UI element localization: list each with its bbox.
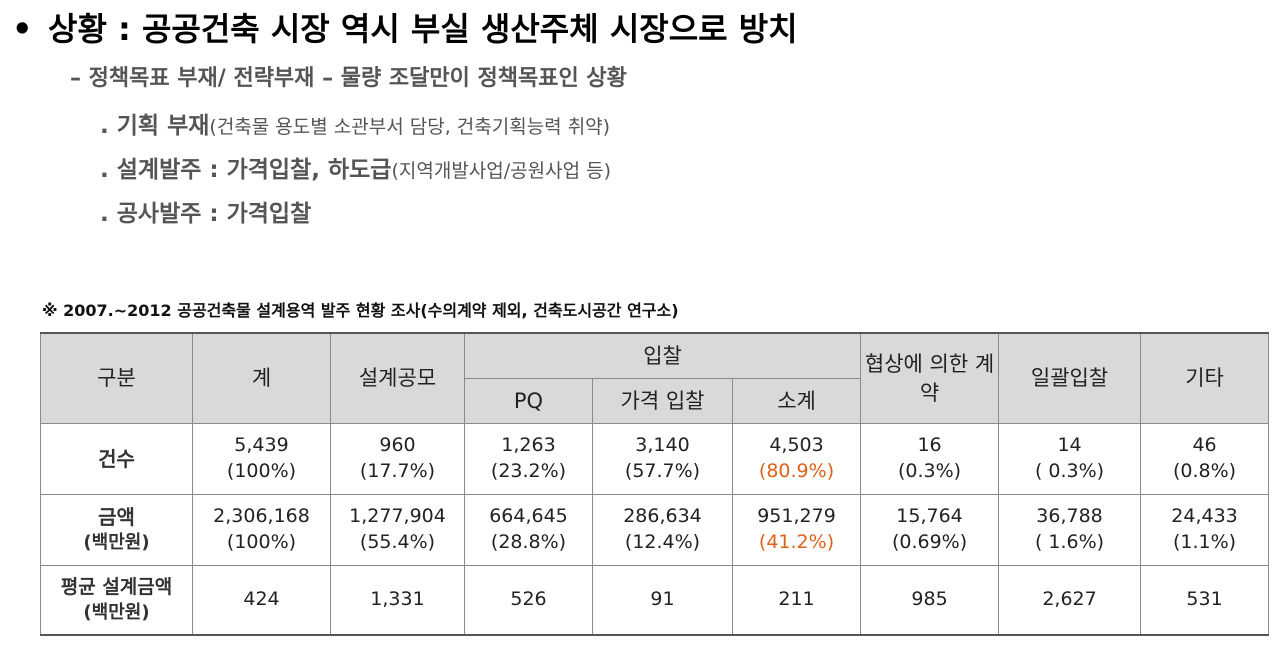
item-main: . 기획 부재 [100, 113, 210, 139]
table-cell: 531 [1140, 565, 1270, 636]
table-cell: 2,306,168 (100%) [192, 494, 331, 566]
header-price-bid: 가격 입찰 [592, 378, 733, 424]
table-row-average: 평균 설계금액 (백만원) 424 1,331 526 91 211 985 2,… [40, 565, 1270, 636]
item-construction-order: . 공사발주 : 가격입찰 [100, 194, 311, 228]
table-cell: 2,627 [998, 565, 1142, 636]
table-cell-subtotal: 951,279 (41.2%) [731, 494, 862, 566]
header-lump-sum: 일괄입찰 [998, 332, 1142, 424]
header-other: 기타 [1140, 332, 1270, 424]
page-heading: • 상황 : 공공건축 시장 역시 부실 생산주체 시장으로 방치 [12, 4, 798, 50]
item-main: . 공사발주 : 가격입찰 [100, 201, 312, 227]
item-planning: . 기획 부재(건축물 용도별 소관부서 담당, 건축기획능력 취약) [100, 106, 610, 140]
header-negotiated-line2: 계약 [919, 352, 995, 405]
table-cell: 526 [464, 565, 593, 636]
table-cell: 985 [860, 565, 1000, 636]
table-cell: 3,140 (57.7%) [592, 423, 733, 495]
bullet: • [12, 10, 33, 48]
header-total: 계 [192, 332, 331, 424]
highlight-percent: (80.9%) [758, 460, 835, 482]
table-cell: 1,263 (23.2%) [464, 423, 593, 495]
row-label-count: 건수 [40, 423, 193, 495]
heading-text: 상황 : 공공건축 시장 역시 부실 생산주체 시장으로 방치 [48, 10, 798, 48]
table-cell: 1,331 [330, 565, 465, 636]
row-label-amount: 금액 (백만원) [40, 494, 193, 566]
table-cell: 16 (0.3%) [860, 423, 1000, 495]
row-label-average: 평균 설계금액 (백만원) [40, 565, 193, 636]
table-cell: 15,764 (0.69%) [860, 494, 1000, 566]
table-cell: 211 [731, 565, 862, 636]
table-cell: 424 [192, 565, 331, 636]
table-cell: 91 [592, 565, 733, 636]
table-cell: 286,634 (12.4%) [592, 494, 733, 566]
header-subtotal: 소계 [731, 378, 862, 424]
survey-note: ※ 2007.~2012 공공건축물 설계용역 발주 현황 조사(수의계약 제외… [42, 301, 679, 320]
table-cell: 960 (17.7%) [330, 423, 465, 495]
table-cell: 14( 0.3%) [998, 423, 1142, 495]
table-row-amount: 금액 (백만원) 2,306,168 (100%) 1,277,904 (55.4%)… [40, 494, 1270, 566]
table-cell: 46 (0.8%) [1140, 423, 1270, 495]
highlight-percent: (41.2%) [758, 531, 835, 553]
table-cell: 36,788( 1.6%) [998, 494, 1142, 566]
item-paren: (지역개발사업/공원사업 등) [391, 160, 612, 182]
design-order-table: 구분 계 설계공모 입찰 협상에 의한 계약 일괄입찰 기타 PQ 가격 입찰 … [40, 332, 1270, 636]
table-cell: 1,277,904 (55.4%) [330, 494, 465, 566]
item-paren: (건축물 용도별 소관부서 담당, 건축기획능력 취약) [209, 116, 611, 138]
header-negotiated-line1: 협상에 의한 [864, 352, 969, 377]
table-cell-subtotal: 4,503 (80.9%) [731, 423, 862, 495]
header-gubun: 구분 [40, 332, 193, 424]
header-pq: PQ [464, 378, 593, 424]
table-cell: 24,433 (1.1%) [1140, 494, 1270, 566]
table-cell: 664,645 (28.8%) [464, 494, 593, 566]
item-main: . 설계발주 : 가격입찰, 하도급 [100, 157, 392, 183]
header-negotiated: 협상에 의한 계약 [860, 332, 1000, 424]
header-competition: 설계공모 [330, 332, 465, 424]
table-cell: 5,439 (100%) [192, 423, 331, 495]
item-design-order: . 설계발주 : 가격입찰, 하도급(지역개발사업/공원사업 등) [100, 150, 611, 184]
table-row-count: 건수 5,439 (100%) 960 (17.7%) 1,263 (23.2%) 3… [40, 423, 1270, 495]
header-bid: 입찰 [463, 332, 862, 379]
subheading: – 정책목표 부재/ 전략부재 – 물량 조달만이 정책목표인 상황 [70, 66, 627, 91]
